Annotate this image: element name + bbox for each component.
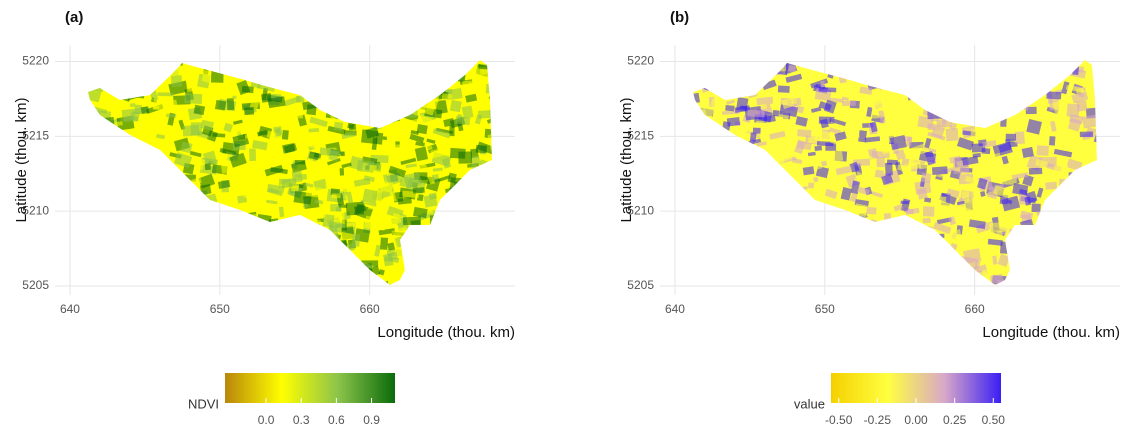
x-tick-label: 660 [965, 302, 985, 316]
legend-tick-label: 0.0 [258, 413, 275, 427]
colorbar [225, 373, 395, 403]
legend-tick-label: 0.00 [904, 413, 928, 427]
y-tick-label: 5220 [627, 54, 654, 68]
legend-tick-label: 0.3 [293, 413, 310, 427]
y-axis-title: Latitude (thou. km) [618, 97, 635, 222]
panel-label: (b) [670, 9, 689, 26]
legend: NDVI 0.0 0.3 0.6 0.9 [188, 373, 395, 427]
x-tick-label: 660 [360, 302, 380, 316]
panel-label: (a) [65, 9, 83, 26]
x-tick-label: 640 [60, 302, 80, 316]
legend-tick-label: 0.6 [328, 413, 345, 427]
legend-tick-label: -0.50 [825, 413, 853, 427]
map-raster [85, 58, 507, 302]
x-tick-label: 650 [210, 302, 230, 316]
x-axis-title: Longitude (thou. km) [377, 324, 515, 341]
legend: value-0.50 -0.25 0.00 0.25 0.50 [794, 373, 1005, 427]
map-raster [690, 53, 1112, 299]
legend-tick-label: 0.50 [982, 413, 1006, 427]
x-tick-label: 640 [665, 302, 685, 316]
y-tick-label: 5220 [22, 54, 49, 68]
legend-tick-label: 0.9 [363, 413, 380, 427]
y-axis-title: Latitude (thou. km) [13, 97, 30, 222]
x-axis-title: Longitude (thou. km) [982, 324, 1120, 341]
y-tick-label: 5205 [627, 278, 654, 292]
figure: 6406506605205521052155220(a)Longitude (t… [0, 0, 1123, 430]
legend-title: NDVI [188, 396, 219, 411]
legend-title: value [794, 396, 825, 411]
legend-tick-label: 0.25 [943, 413, 967, 427]
legend-tick-label: -0.25 [864, 413, 892, 427]
y-tick-label: 5205 [22, 278, 49, 292]
x-tick-label: 650 [815, 302, 835, 316]
